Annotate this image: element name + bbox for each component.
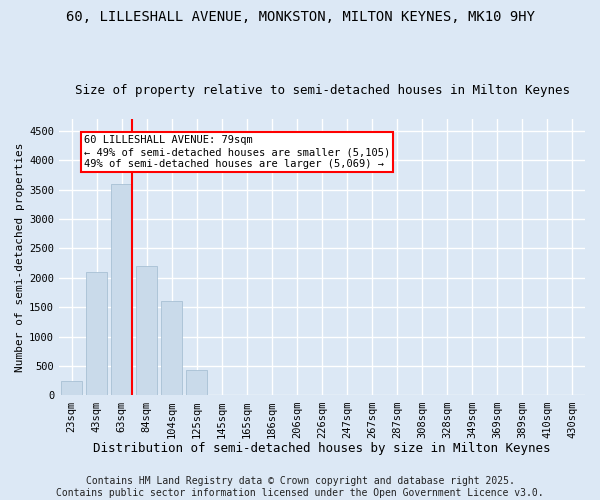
X-axis label: Distribution of semi-detached houses by size in Milton Keynes: Distribution of semi-detached houses by … xyxy=(93,442,551,455)
Bar xyxy=(111,184,132,396)
Bar xyxy=(86,272,107,396)
Text: 60, LILLESHALL AVENUE, MONKSTON, MILTON KEYNES, MK10 9HY: 60, LILLESHALL AVENUE, MONKSTON, MILTON … xyxy=(65,10,535,24)
Text: Contains HM Land Registry data © Crown copyright and database right 2025.
Contai: Contains HM Land Registry data © Crown c… xyxy=(56,476,544,498)
Bar xyxy=(161,302,182,396)
Y-axis label: Number of semi-detached properties: Number of semi-detached properties xyxy=(15,142,25,372)
Text: 60 LILLESHALL AVENUE: 79sqm
← 49% of semi-detached houses are smaller (5,105)
49: 60 LILLESHALL AVENUE: 79sqm ← 49% of sem… xyxy=(84,136,391,168)
Bar xyxy=(186,370,208,396)
Bar xyxy=(136,266,157,396)
Bar xyxy=(61,381,82,396)
Title: Size of property relative to semi-detached houses in Milton Keynes: Size of property relative to semi-detach… xyxy=(74,84,569,97)
